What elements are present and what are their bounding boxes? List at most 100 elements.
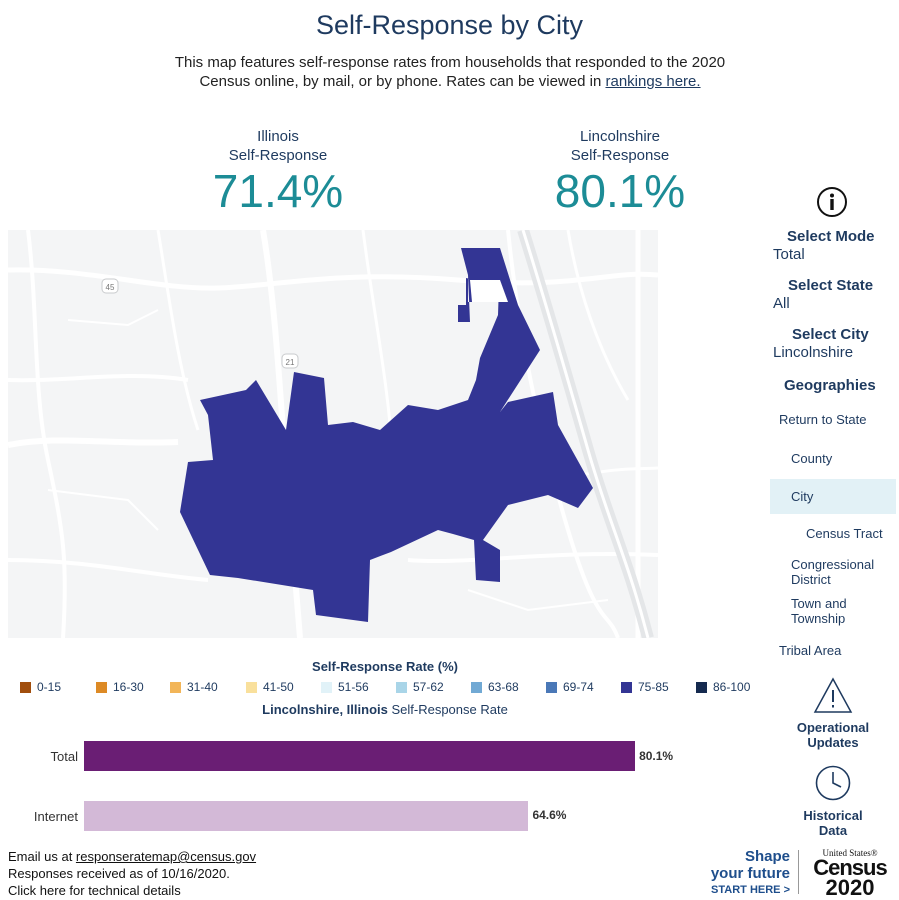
legend-label: 51-56 (338, 680, 369, 694)
legend-label: 63-68 (488, 680, 519, 694)
operational-updates-label[interactable]: Operational Updates (780, 720, 886, 750)
brand-shape-text: Shape (744, 848, 790, 865)
legend-label: 57-62 (413, 680, 444, 694)
subtitle-line-1: This map features self-response rates fr… (174, 54, 726, 71)
brand-future-text: your future (710, 865, 790, 882)
geo-tribal-area[interactable]: Tribal Area (779, 643, 842, 658)
historical-line-1: Historical (803, 808, 863, 823)
city-stat-value: 80.1% (554, 165, 686, 217)
operational-line-1: Operational (796, 720, 870, 735)
map-svg: 45 21 43 (8, 230, 658, 638)
geo-town-and-township[interactable]: Town and Township (791, 596, 847, 626)
email-link[interactable]: responseratemap@census.gov (75, 849, 257, 864)
brand-start-here: START HERE > (711, 884, 790, 896)
legend-label: 41-50 (263, 680, 294, 694)
select-city-heading: Select City (792, 326, 869, 343)
select-mode-value[interactable]: Total (773, 246, 805, 263)
shape-your-future-logo[interactable]: Shape your future START HERE > (700, 848, 790, 899)
footer: Email us at responseratemap@census.gov R… (8, 848, 256, 899)
bar-chart-title-rest: Self-Response Rate (387, 702, 508, 717)
route-shields: 45 21 43 (101, 278, 299, 369)
census-logo-word: Census (813, 855, 887, 880)
state-stat: Illinois Self-Response 71.4% (128, 127, 428, 217)
geo-return-to-state[interactable]: Return to State (779, 412, 867, 427)
legend-swatch (246, 681, 257, 693)
legend-swatch (471, 681, 482, 693)
legend-item-16-30: 16-30 (96, 679, 144, 695)
geo-census-tract[interactable]: Census Tract (806, 526, 883, 541)
route-label-45: 45 (106, 283, 115, 292)
census-logo-year: 2020 (825, 875, 875, 900)
geo-city-selected[interactable] (770, 479, 896, 514)
legend-label: 31-40 (187, 680, 218, 694)
state-stat-value: 71.4% (212, 165, 344, 217)
clock-icon-svg (815, 765, 851, 801)
legend-item-31-40: 31-40 (170, 679, 218, 695)
warning-icon[interactable] (812, 676, 854, 716)
select-city-value[interactable]: Lincolnshire (773, 344, 854, 361)
warning-icon-svg (813, 677, 853, 713)
geo-county[interactable]: County (791, 451, 833, 466)
clock-icon[interactable] (814, 764, 852, 802)
legend-item-86-100: 86-100 (696, 679, 750, 695)
subtitle-line-2: Census online, by mail, or by phone. Rat… (150, 72, 750, 91)
operational-line-2: Updates (807, 735, 859, 750)
legend-label: 75-85 (638, 680, 669, 694)
legend-item-0-15: 0-15 (20, 679, 61, 695)
legend-item-51-56: 51-56 (321, 679, 369, 695)
map-cutout-north (470, 280, 508, 302)
city-stat: Lincolnshire Self-Response 80.1% (470, 127, 770, 217)
bar-chart-title: Lincolnshire, Illinois Self-Response Rat… (0, 702, 770, 717)
bar-value-total: 80.1% (639, 749, 674, 763)
bar-chart-title-place: Lincolnshire, Illinois (262, 702, 388, 717)
route-shield-45: 45 (101, 278, 119, 294)
geo-town-line-2: Township (791, 611, 846, 626)
legend-label: 16-30 (113, 680, 144, 694)
legend-item-69-74: 69-74 (546, 679, 594, 695)
census-logo-us: United States® (822, 848, 878, 858)
legend-swatch (96, 681, 107, 693)
info-icon-svg (817, 187, 847, 217)
bar-internet[interactable] (84, 801, 529, 831)
state-stat-label-2: Self-Response (228, 147, 328, 164)
geo-city[interactable]: City (791, 489, 814, 504)
city-stat-label-1: Lincolnshire (579, 128, 661, 145)
legend-label: 86-100 (713, 680, 751, 694)
geographies-heading: Geographies (784, 377, 876, 394)
footer-email-prefix: Email us at (8, 849, 76, 864)
legend-swatch (321, 681, 332, 693)
historical-data-label[interactable]: Historical Data (780, 808, 886, 838)
route-label-21: 21 (286, 358, 295, 367)
legend-item-41-50: 41-50 (246, 679, 294, 695)
city-boundary-lincolnshire[interactable] (180, 248, 593, 622)
technical-details-link[interactable]: Click here for technical details (8, 883, 181, 898)
legend-swatch (170, 681, 181, 693)
census-2020-logo[interactable]: United States® Census 2020 (804, 848, 896, 900)
page-title: Self-Response by City (315, 10, 584, 40)
city-stat-label-2: Self-Response (570, 147, 670, 164)
footer-email-line: Email us at responseratemap@census.gov (8, 848, 256, 865)
geo-congressional-line-1: Congressional (791, 557, 875, 572)
select-state-value[interactable]: All (773, 295, 790, 312)
info-icon[interactable] (815, 185, 849, 219)
legend-item-63-68: 63-68 (471, 679, 519, 695)
legend-swatch (396, 681, 407, 693)
route-shield-21: 21 (281, 353, 299, 369)
legend-swatch (20, 681, 31, 693)
rankings-link[interactable]: rankings here. (605, 73, 701, 90)
map-canvas[interactable]: 45 21 43 (8, 230, 658, 638)
geo-congressional-district[interactable]: Congressional District (791, 557, 874, 587)
legend-item-57-62: 57-62 (396, 679, 444, 695)
legend-label: 69-74 (563, 680, 594, 694)
legend-swatch (621, 681, 632, 693)
geo-congressional-line-2: District (791, 572, 831, 587)
bar-label-total: Total (50, 749, 78, 764)
subtitle-line-2-text: Census online, by mail, or by phone. Rat… (199, 73, 606, 90)
legend-title: Self-Response Rate (%) (312, 659, 458, 674)
footer-received: Responses received as of 10/16/2020. (8, 866, 230, 881)
select-mode-heading: Select Mode (787, 228, 875, 245)
legend-swatch (546, 681, 557, 693)
bar-value-internet: 64.6% (532, 808, 567, 822)
highway (517, 230, 654, 638)
bar-total[interactable] (84, 741, 636, 771)
